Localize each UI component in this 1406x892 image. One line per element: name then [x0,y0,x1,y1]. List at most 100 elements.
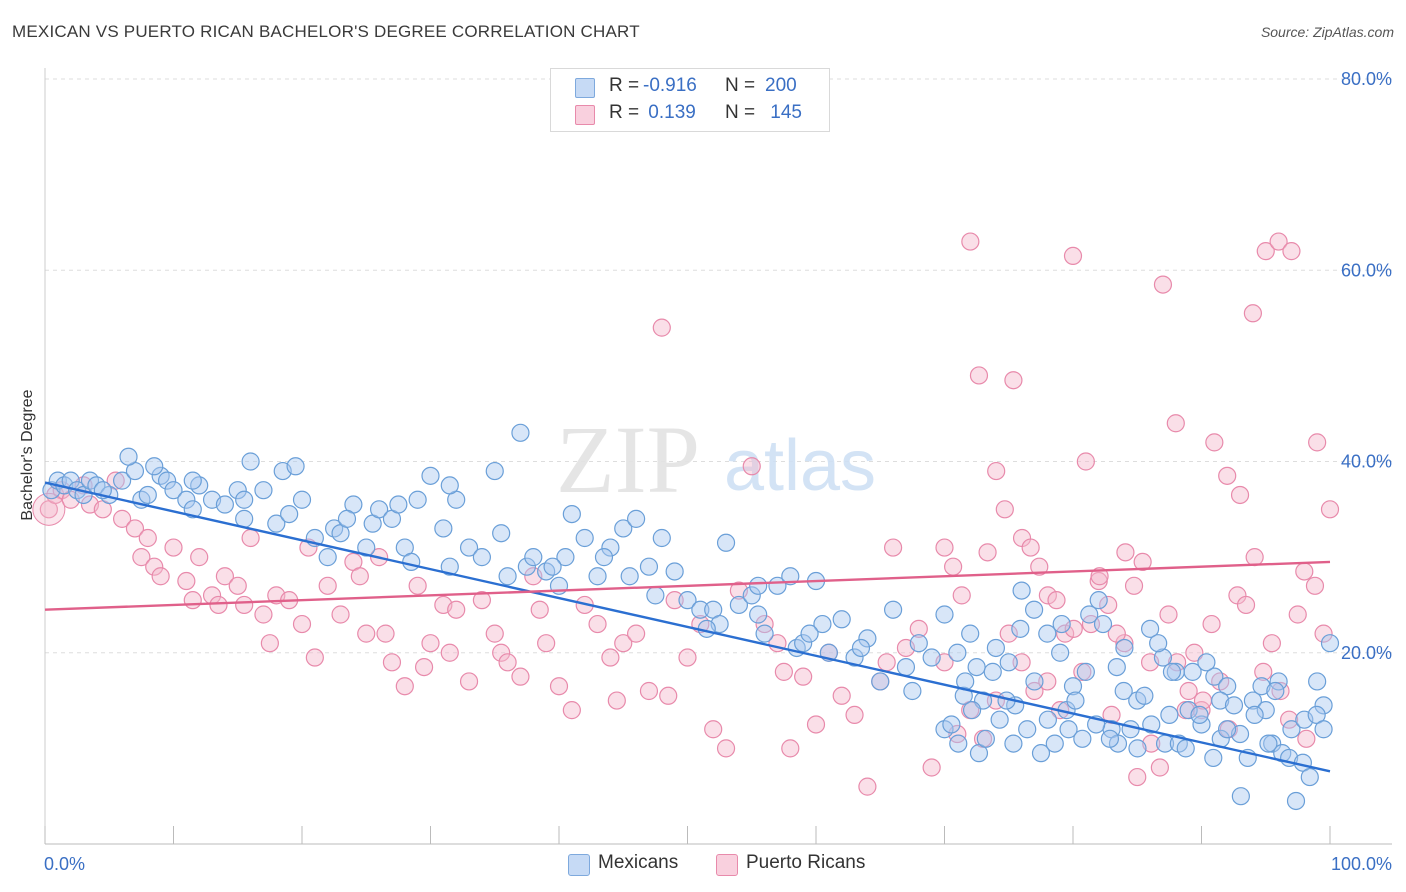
point-mexicans [402,552,421,572]
point-mexicans [1063,677,1083,696]
point-mexicans [1259,734,1278,753]
point-mexicans [556,548,575,567]
point-puerto-ricans [138,528,157,548]
point-mexicans [1149,634,1168,653]
point-mexicans [1121,720,1140,739]
point-mexicans [228,481,247,500]
point-puerto-ricans [607,691,626,710]
point-puerto-ricans [164,538,183,557]
point-mexicans [434,519,453,538]
point-mexicans [1012,581,1031,600]
point-mexicans [562,504,581,524]
point-mexicans [845,648,864,667]
point-puerto-ricans [537,634,556,653]
legend-item-mexicans[interactable]: Mexicans [568,852,708,878]
point-mexicans [1153,648,1173,667]
point-mexicans [1266,681,1285,701]
point-mexicans [1114,681,1133,701]
point-puerto-ricans [969,366,989,385]
point-mexicans [1140,619,1160,638]
point-mexicans [1128,739,1147,758]
point-puerto-ricans [292,614,312,634]
point-puerto-ricans [755,614,774,634]
point-puerto-ricans [1305,576,1325,595]
legend-item-puerto-ricans[interactable]: Puerto Ricans [716,852,886,878]
point-mexicans [1076,662,1095,681]
point-mexicans [1004,734,1023,753]
point-puerto-ricans [1166,414,1185,433]
point-puerto-ricans [1308,433,1327,452]
point-puerto-ricans [1025,681,1044,701]
point-puerto-ricans [254,605,273,624]
point-puerto-ricans [659,686,678,705]
legend-label-puerto-ricans: Puerto Ricans [746,852,866,873]
point-puerto-ricans [1142,734,1161,753]
point-puerto-ricans [125,519,145,538]
point-mexicans [1286,791,1306,811]
point-puerto-ricans [511,667,530,686]
point-mexicans [235,490,254,509]
correlation-legend: R = -0.916 N = 200 R = 0.139 N = 145 [550,68,830,132]
point-mexicans [1093,614,1113,634]
point-puerto-ricans [235,595,254,615]
point-mexicans [1256,701,1275,720]
tick-labels: 20.0% 40.0% 60.0% 80.0% 0.0% 100.0% [44,69,1392,874]
point-mexicans [749,605,768,624]
point-mexicans [1300,767,1319,787]
point-mexicans [1217,720,1237,739]
point-puerto-ricans [1128,767,1147,787]
point-puerto-ricans [305,648,324,667]
legend-r-value: 0.139 [643,102,696,123]
legend-r-value: -0.916 [643,75,697,96]
point-puerto-ricans [1218,466,1237,485]
point-mexicans [421,466,440,485]
point-puerto-ricans [909,619,928,638]
point-puerto-ricans [716,739,736,758]
legend-row-mexicans: R = -0.916 N = 200 [575,75,825,99]
point-mexicans [183,471,202,490]
point-mexicans [254,481,273,500]
point-mexicans [949,734,968,753]
point-puerto-ricans [1153,275,1173,294]
point-puerto-ricans [331,605,350,624]
point-mexicans [794,634,813,653]
point-mexicans [1162,662,1182,681]
point-puerto-ricans [177,571,196,591]
point-mexicans [871,672,890,691]
point-puerto-ricans [350,567,369,586]
point-puerto-ricans [845,705,864,725]
point-puerto-ricans [601,648,620,667]
point-mexicans [903,681,922,701]
point-puerto-ricans [1030,557,1049,576]
point-puerto-ricans [1063,246,1083,266]
point-mexicans [1211,691,1230,710]
point-mexicans [832,610,851,629]
point-mexicans [1089,591,1108,610]
point-mexicans [678,591,697,610]
point-mexicans [1052,614,1071,634]
point-puerto-ricans [459,672,479,691]
point-puerto-ricans [440,643,459,662]
point-mexicans [389,495,408,514]
chart-title: MEXICAN VS PUERTO RICAN BACHELOR'S DEGRE… [12,22,640,41]
point-puerto-ricans [922,758,941,777]
point-mexicans [729,595,749,615]
point-puerto-ricans [1038,586,1057,605]
trend-line-mexicans [44,481,1331,773]
point-puerto-ricans [1288,605,1307,624]
point-puerto-ricans [1314,624,1333,643]
point-mexicans [1320,634,1340,653]
point-mexicans [742,586,761,605]
point-mexicans [1142,715,1161,734]
point-mexicans [614,519,633,538]
y-tick-label: 80.0% [1341,69,1392,89]
point-mexicans [492,524,511,543]
point-puerto-ricans [132,548,151,567]
legend-r-label: R = [609,102,645,123]
point-mexicans [1011,619,1030,638]
point-puerto-ricans [357,624,376,643]
point-puerto-ricans [952,586,971,605]
point-puerto-ricans [1038,672,1057,691]
point-puerto-ricans [987,461,1006,481]
point-mexicans [440,557,459,576]
